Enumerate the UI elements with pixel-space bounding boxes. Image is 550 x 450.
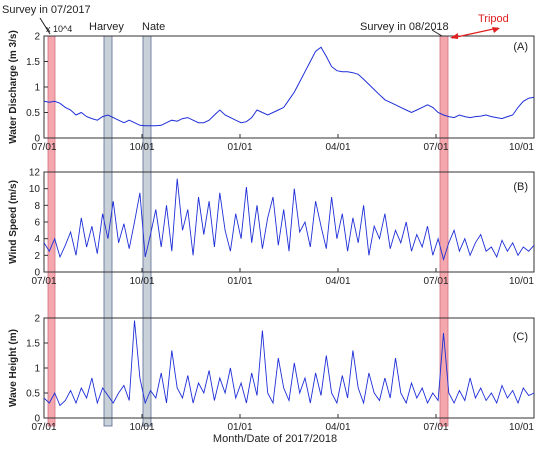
y-tick-label: 4: [34, 234, 40, 245]
panel-a-line: [43, 46, 535, 127]
y-tick-label: 10: [29, 184, 41, 195]
x-tick-label: 07/01: [423, 276, 448, 287]
panel-a-exponent: x 10^4: [46, 24, 72, 34]
y-tick-label: 1.5: [26, 339, 40, 350]
y-tick-label: 2: [34, 32, 40, 43]
panel-c-ylabel: Wave Height (m): [8, 329, 19, 407]
harvey-band: [103, 35, 113, 427]
x-tick-label: 07/01: [31, 422, 56, 433]
y-tick-label: 6: [34, 218, 40, 229]
y-tick-label: 2: [34, 314, 40, 325]
harvey-label: Harvey: [89, 21, 124, 33]
survey-band-2017: [47, 35, 56, 427]
tripod-arrowhead-left: [450, 33, 458, 39]
x-tick-label: 10/01: [509, 422, 534, 433]
x-tick-label: 01/01: [227, 276, 252, 287]
panel-b-line: [43, 178, 535, 262]
panel-b-ticks: 0 2 4 6 8 10 12 07/01 10/01 01/01 04/01 07/01 10/01: [29, 168, 535, 287]
x-tick-label: 04/01: [325, 422, 350, 433]
y-tick-label: 0.5: [26, 389, 40, 400]
panel-a-ticks: 0 0.5 1 1.5 2 07/01 10/01 01/01 04/01 07/01 10/01: [26, 32, 535, 153]
x-tick-label: 07/01: [31, 276, 56, 287]
survey-2017-label: Survey in 07/2017: [2, 4, 91, 16]
x-tick-label: 01/01: [227, 142, 252, 153]
x-tick-label: 10/01: [129, 276, 154, 287]
x-tick-label: 07/01: [423, 422, 448, 433]
panel-b-ylabel: Wind Speed (m/s): [8, 180, 19, 264]
y-tick-label: 1.5: [26, 57, 40, 68]
survey-2017-arrow: [39, 17, 51, 35]
x-tick-label: 10/01: [509, 142, 534, 153]
y-tick-label: 1: [34, 83, 40, 94]
survey-2018-label: Survey in 08/2018: [360, 21, 449, 33]
y-tick-label: 1: [34, 364, 40, 375]
x-tick-label: 07/01: [31, 142, 56, 153]
nate-label: Nate: [142, 21, 165, 33]
y-tick-label: 0.5: [26, 108, 40, 119]
panel-c-ticks: 0 0.5 1 1.5 2 07/01 10/01 01/01 04/01 07/01 10/01: [26, 314, 535, 433]
x-tick-label: 10/01: [129, 422, 154, 433]
panel-a-label: (A): [513, 41, 528, 53]
x-tick-label: 04/01: [325, 276, 350, 287]
y-tick-label: 0: [34, 268, 40, 279]
y-tick-label: 0: [34, 414, 40, 425]
x-tick-label: 10/01: [509, 276, 534, 287]
tripod-arrowhead-right: [492, 27, 500, 33]
y-tick-label: 0: [34, 134, 40, 145]
panel-b-frame: [43, 171, 535, 273]
survey-2018-arrow: [431, 29, 443, 37]
x-tick-label: 04/01: [325, 142, 350, 153]
x-axis-label: Month/Date of 2017/2018: [213, 433, 337, 445]
nate-band: [142, 35, 152, 427]
panel-c-frame: [43, 317, 535, 419]
panel-a-frame: [43, 35, 535, 139]
panel-b-label: (B): [513, 181, 528, 193]
x-tick-label: 01/01: [227, 422, 252, 433]
panel-c-label: (C): [513, 331, 528, 343]
tripod-label: Tripod: [478, 13, 509, 25]
panel-c-line: [43, 320, 535, 407]
tripod-arrow: [451, 27, 499, 39]
x-tick-label: 07/01: [423, 142, 448, 153]
x-tick-label: 10/01: [129, 142, 154, 153]
panel-a-ylabel: Water Discharge (m 3/s): [8, 30, 19, 144]
y-tick-label: 12: [29, 168, 41, 179]
y-tick-label: 2: [34, 251, 40, 262]
y-tick-label: 8: [34, 201, 40, 212]
